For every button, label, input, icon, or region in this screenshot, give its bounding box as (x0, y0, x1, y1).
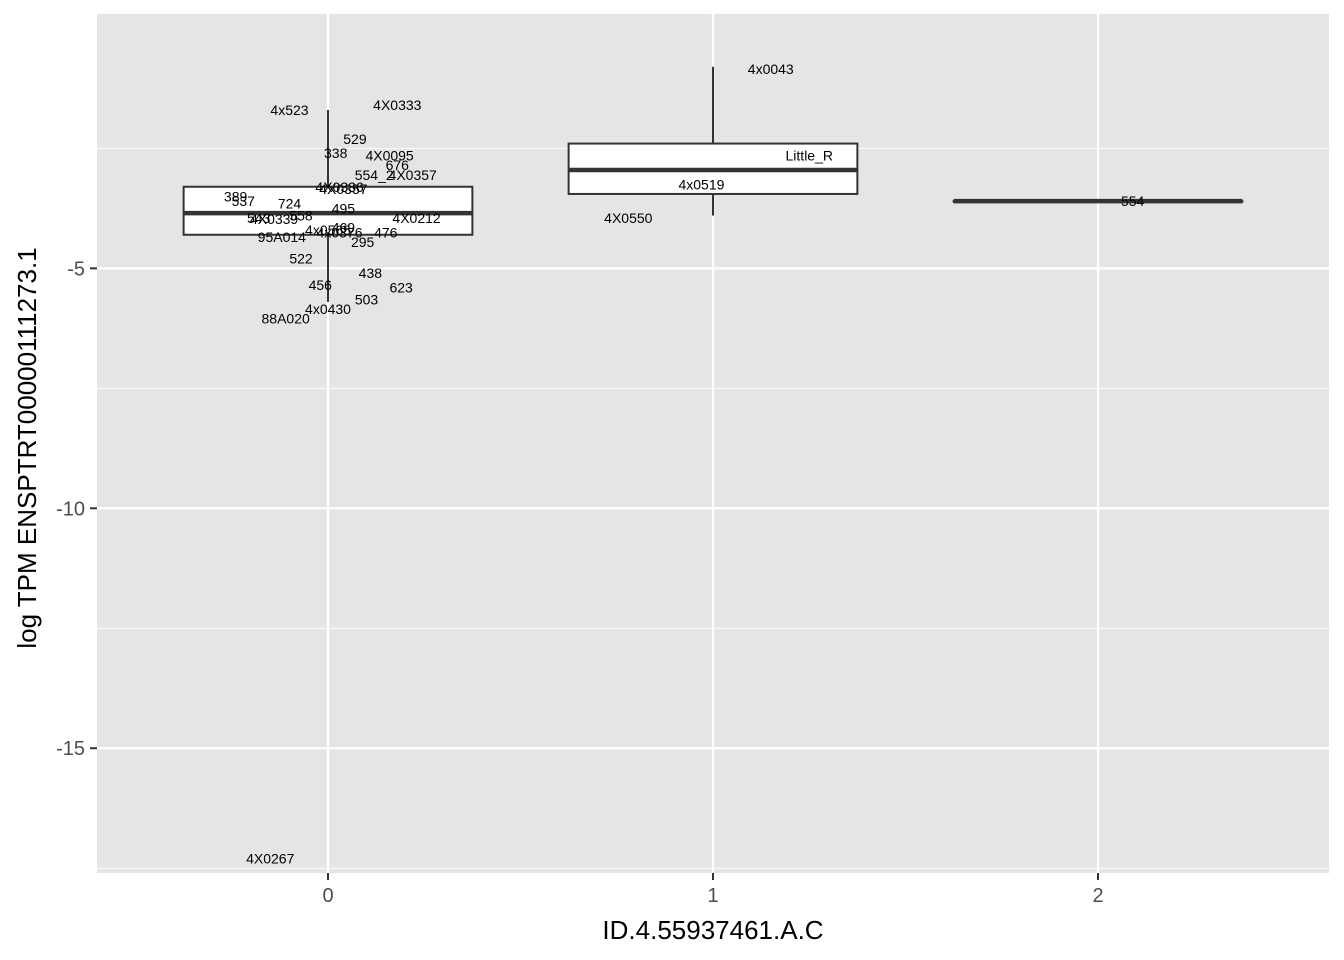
box-0 (182, 109, 474, 302)
box-1 (567, 66, 859, 216)
point-label: 554_2 (355, 167, 394, 183)
y-tick-label: -15 (56, 738, 85, 760)
point-label: 469 (332, 220, 356, 236)
point-label: 4X0550 (604, 210, 652, 226)
point-label: 338 (324, 145, 348, 161)
box-iqr (182, 185, 474, 236)
point-label: 623 (389, 280, 413, 296)
point-label: 476 (374, 224, 398, 240)
y-axis-title: log TPM ENSPTRT00000111273.1 (12, 247, 42, 648)
point-label: 4X0212 (392, 210, 440, 226)
point-label: 4x0043 (748, 61, 794, 77)
x-axis-title: ID.4.55937461.A.C (602, 915, 823, 945)
point-label: 4X0095 (365, 148, 413, 164)
point-label: 456 (309, 277, 333, 293)
point-label: 554 (1121, 193, 1145, 209)
point-label: 88A020 (262, 311, 310, 327)
point-label: 4x0430 (305, 301, 351, 317)
point-label: 4x0519 (678, 176, 724, 192)
point-label: Little_R (786, 148, 833, 164)
point-label: 503 (355, 292, 379, 308)
point-label: 4X0333 (373, 97, 421, 113)
point-label: 4X0267 (246, 851, 294, 867)
point-label: 537 (232, 193, 256, 209)
point-label: 4X0357 (389, 167, 437, 183)
x-tick-label: 0 (322, 885, 333, 907)
y-axis: -5 -10 -15 (56, 258, 97, 760)
point-label: 4X0357 (319, 181, 367, 197)
point-label: 676 (386, 157, 410, 173)
y-tick-label: -10 (56, 498, 85, 520)
point-label: 4x0565 (305, 222, 351, 238)
point-label: 495 (332, 200, 356, 216)
point-label: 724 (278, 196, 302, 212)
point-label: 4X0336 (315, 179, 363, 195)
point-label: 558 (289, 208, 313, 224)
point-label: 543 (247, 210, 271, 226)
box-2 (952, 198, 1244, 204)
x-tick-label: 2 (1092, 885, 1103, 907)
point-label: 4X0339 (250, 211, 298, 227)
point-label: 4x0376 (317, 224, 363, 240)
point-label: 438 (359, 265, 383, 281)
point-label: 95A014 (258, 229, 306, 245)
point-label: 389 (224, 188, 248, 204)
point-label: 522 (289, 251, 313, 267)
point-label: 4x523 (270, 102, 308, 118)
y-tick-label: -5 (67, 258, 85, 280)
x-tick-label: 1 (707, 885, 718, 907)
boxes (182, 66, 1244, 302)
x-axis: 0 1 2 (322, 873, 1104, 907)
point-label: 295 (351, 234, 375, 250)
point-label: 529 (343, 131, 367, 147)
